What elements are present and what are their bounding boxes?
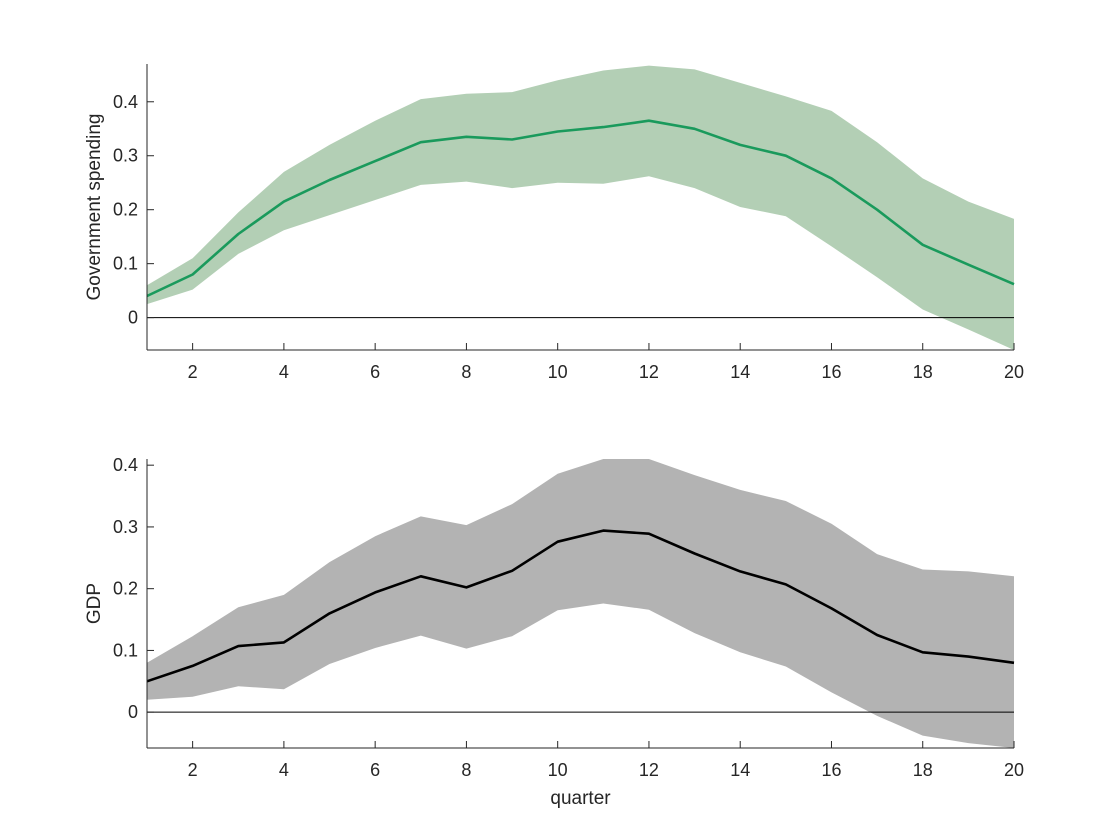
x-tick-label: 16: [821, 362, 841, 382]
x-tick-label: 6: [370, 760, 380, 780]
x-tick-label: 4: [279, 362, 289, 382]
y-tick-label: 0.3: [113, 517, 138, 537]
confidence-band: [147, 65, 1014, 350]
x-tick-label: 20: [1004, 760, 1024, 780]
confidence-band: [147, 459, 1014, 748]
y-tick-label: 0.4: [113, 92, 138, 112]
x-tick-label: 10: [548, 760, 568, 780]
y-tick-label: 0.2: [113, 200, 138, 220]
x-axis-label: quarter: [550, 788, 611, 809]
series-line: [146, 529, 1015, 683]
x-tick-label: 8: [461, 760, 471, 780]
y-tick-label: 0.2: [113, 579, 138, 599]
gdp-panel: 2 4 6 8 10 12 14 16 18 20 0 0.1 0.2 0.3 0.4 GDP quarter: [84, 455, 1024, 809]
y-axis-label: GDP: [84, 583, 105, 624]
y-tick-label: 0: [128, 308, 138, 328]
series-line: [146, 119, 1015, 298]
x-tick-label: 12: [639, 362, 659, 382]
x-tick-label: 14: [730, 760, 750, 780]
x-tick-label: 18: [913, 760, 933, 780]
x-tick-label: 20: [1004, 362, 1024, 382]
x-tick-label: 12: [639, 760, 659, 780]
y-tick-label: 0.4: [113, 455, 138, 475]
x-tick-label: 2: [188, 760, 198, 780]
x-tick-label: 10: [548, 362, 568, 382]
x-tick-label: 6: [370, 362, 380, 382]
y-tick-label: 0.1: [113, 640, 138, 660]
government-spending-panel: 2 4 6 8 10 12 14 16 18 20 0 0.1 0.2 0.3 0.4 Government …: [84, 64, 1024, 382]
y-tick-label: 0: [128, 702, 138, 722]
x-tick-label: 8: [461, 362, 471, 382]
y-tick-label: 0.3: [113, 146, 138, 166]
x-tick-label: 2: [188, 362, 198, 382]
x-tick-label: 16: [821, 760, 841, 780]
x-tick-label: 4: [279, 760, 289, 780]
x-tick-label: 14: [730, 362, 750, 382]
y-axis-label: Government spending: [84, 114, 105, 301]
x-tick-label: 18: [913, 362, 933, 382]
y-tick-label: 0.1: [113, 254, 138, 274]
